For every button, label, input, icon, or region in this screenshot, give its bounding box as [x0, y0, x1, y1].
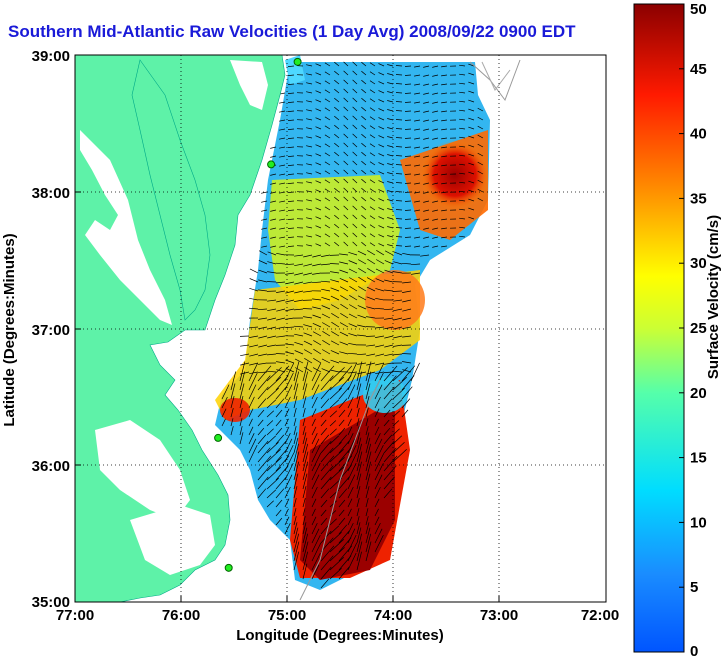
colorbar-tick-label: 45 [690, 61, 707, 78]
x-tick-label: 72:00 [581, 607, 619, 624]
colorbar-tick-label: 5 [690, 579, 698, 596]
sound-water [95, 420, 190, 520]
y-axis-label: Latitude (Degrees:Minutes) [1, 233, 18, 426]
chesapeake-bay [80, 130, 172, 325]
x-tick-label: 74:00 [374, 607, 412, 624]
pamlico-sound [130, 505, 215, 575]
station-3-marker [214, 433, 223, 442]
colorbar-tick-label: 30 [690, 255, 707, 272]
colorbar-label: Surface Velocity (cm/s) [705, 215, 722, 379]
colorbar-tick-label: 50 [690, 1, 707, 18]
colorbar-tick-label: 0 [690, 643, 698, 659]
colorbar-tick-label: 15 [690, 450, 707, 467]
colorbar-tick-label: 40 [690, 126, 707, 143]
y-tick-label: 37:00 [32, 322, 70, 339]
velocity-field [215, 55, 490, 590]
colorbar-tick-label: 10 [690, 514, 707, 531]
y-tick-label: 35:00 [32, 594, 70, 611]
station-2-marker [267, 160, 276, 169]
x-tick-label: 73:00 [480, 607, 518, 624]
x-tick-label: 77:00 [56, 607, 94, 624]
x-tick-label: 75:00 [268, 607, 306, 624]
station-markers [214, 57, 302, 572]
colorbar-tick-label: 35 [690, 190, 707, 207]
delaware-bay [230, 60, 268, 110]
y-tick-label: 39:00 [32, 48, 70, 65]
x-axis-label: Longitude (Degrees:Minutes) [236, 627, 444, 644]
map-grid [75, 55, 606, 602]
colorbar [633, 3, 685, 653]
velocity-vectors [221, 61, 484, 589]
station-1-marker [293, 57, 302, 66]
colorbar-tick-label: 25 [690, 320, 707, 337]
station-4-marker [224, 563, 233, 572]
y-tick-label: 36:00 [32, 458, 70, 475]
map-title: Southern Mid-Atlantic Raw Velocities (1 … [8, 22, 576, 41]
colorbar-tick-label: 20 [690, 385, 707, 402]
delmarva-peninsula [131, 59, 211, 321]
y-tick-label: 38:00 [32, 185, 70, 202]
x-tick-label: 76:00 [162, 607, 200, 624]
